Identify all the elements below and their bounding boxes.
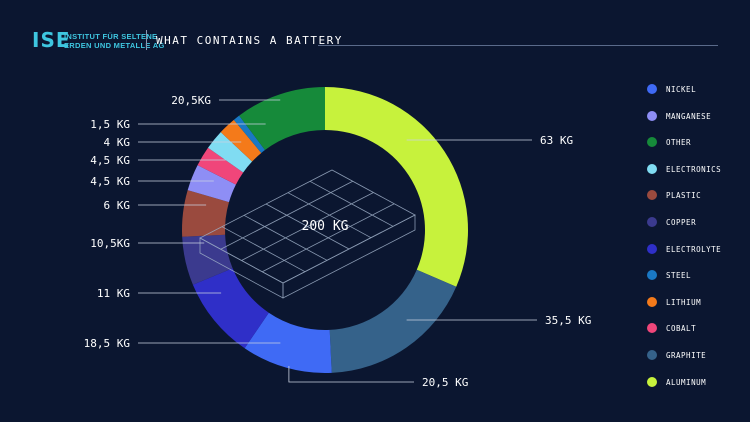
legend-label: PLASTIC — [666, 191, 702, 201]
donut-slices — [182, 87, 468, 373]
legend-swatch — [647, 217, 657, 227]
legend-label: ALUMINUM — [666, 377, 707, 387]
callout-line-nickel — [288, 366, 414, 383]
legend-swatch — [647, 243, 657, 254]
data-label-manganese: 6 KG — [104, 199, 131, 212]
slice-callouts: 63 KG 35,5 KG 20,5 KG 18,5 KG 11 KG 10,5KG 6 K… — [84, 94, 592, 389]
legend-swatch — [647, 137, 657, 148]
legend-swatch — [647, 163, 657, 174]
legend-swatch — [647, 376, 657, 387]
slice-manganese — [187, 165, 236, 203]
legend-label: LITHIUM — [666, 297, 702, 307]
data-label-nickel: 20,5 KG — [422, 376, 468, 389]
data-label-graphite: 35,5 KG — [545, 314, 591, 327]
slice-plastic — [182, 190, 229, 237]
header: ISE INSTITUT FÜR SELTENE ERDEN UND METAL… — [0, 0, 750, 60]
data-label-electronics: 4,5 KG — [90, 154, 130, 167]
battery-grid-line — [241, 192, 374, 261]
logo-text-line2: ERDEN UND METALLE AG — [64, 41, 165, 50]
legend-label: ELECTROLYTE — [666, 244, 722, 254]
slice-cobalt — [197, 147, 244, 185]
page-title: WHAT CONTAINS A BATTERY — [156, 34, 343, 47]
data-label-lithium: 4 KG — [104, 136, 131, 149]
data-label-cobalt: 4,5 KG — [90, 175, 130, 188]
slice-steel — [233, 115, 265, 153]
legend-swatch — [647, 190, 657, 201]
header-divider — [146, 30, 147, 50]
data-label-other: 20,5KG — [171, 94, 211, 107]
legend-swatch — [647, 350, 657, 360]
battery-grid-line — [220, 180, 353, 250]
legend-swatch — [647, 84, 657, 94]
battery-grid-line — [262, 203, 395, 273]
legend-label: GRAPHITE — [666, 351, 707, 360]
ise-logo: ISE — [32, 28, 71, 52]
legend-label: COBALT — [666, 324, 697, 334]
data-label-aluminum: 63 KG — [540, 134, 573, 147]
legend-swatch — [647, 323, 657, 334]
battery-illustration — [199, 169, 416, 299]
legend-label: ELECTRONICS — [666, 164, 722, 174]
slice-nickel — [244, 312, 332, 373]
legend-swatch — [647, 270, 657, 281]
legend-label: STEEL — [666, 271, 692, 281]
center-total-label: 200 KG — [302, 219, 349, 234]
slice-other — [239, 87, 325, 151]
data-label-electrolyte: 18,5 KG — [84, 337, 130, 350]
slice-lithium — [220, 119, 262, 162]
legend-swatch — [647, 110, 657, 121]
slice-electrolyte — [192, 268, 269, 349]
data-label-copper: 11 KG — [97, 287, 130, 300]
legend-label: OTHER — [666, 138, 692, 148]
legend-label: NICKEL — [666, 85, 697, 94]
slice-graphite — [329, 269, 457, 373]
legend-swatch — [647, 296, 657, 307]
battery-cell-grid — [220, 180, 395, 273]
legend-label: MANGANESE — [666, 111, 712, 121]
header-rule — [318, 45, 718, 46]
slice-copper — [182, 234, 233, 285]
legend-label: COPPER — [666, 218, 697, 227]
slice-aluminum — [325, 87, 468, 287]
data-label-plastic: 10,5KG — [90, 237, 130, 250]
data-label-steel: 1,5 KG — [90, 118, 130, 131]
logo-text-line1: INSTITUT FÜR SELTENE — [64, 32, 158, 41]
